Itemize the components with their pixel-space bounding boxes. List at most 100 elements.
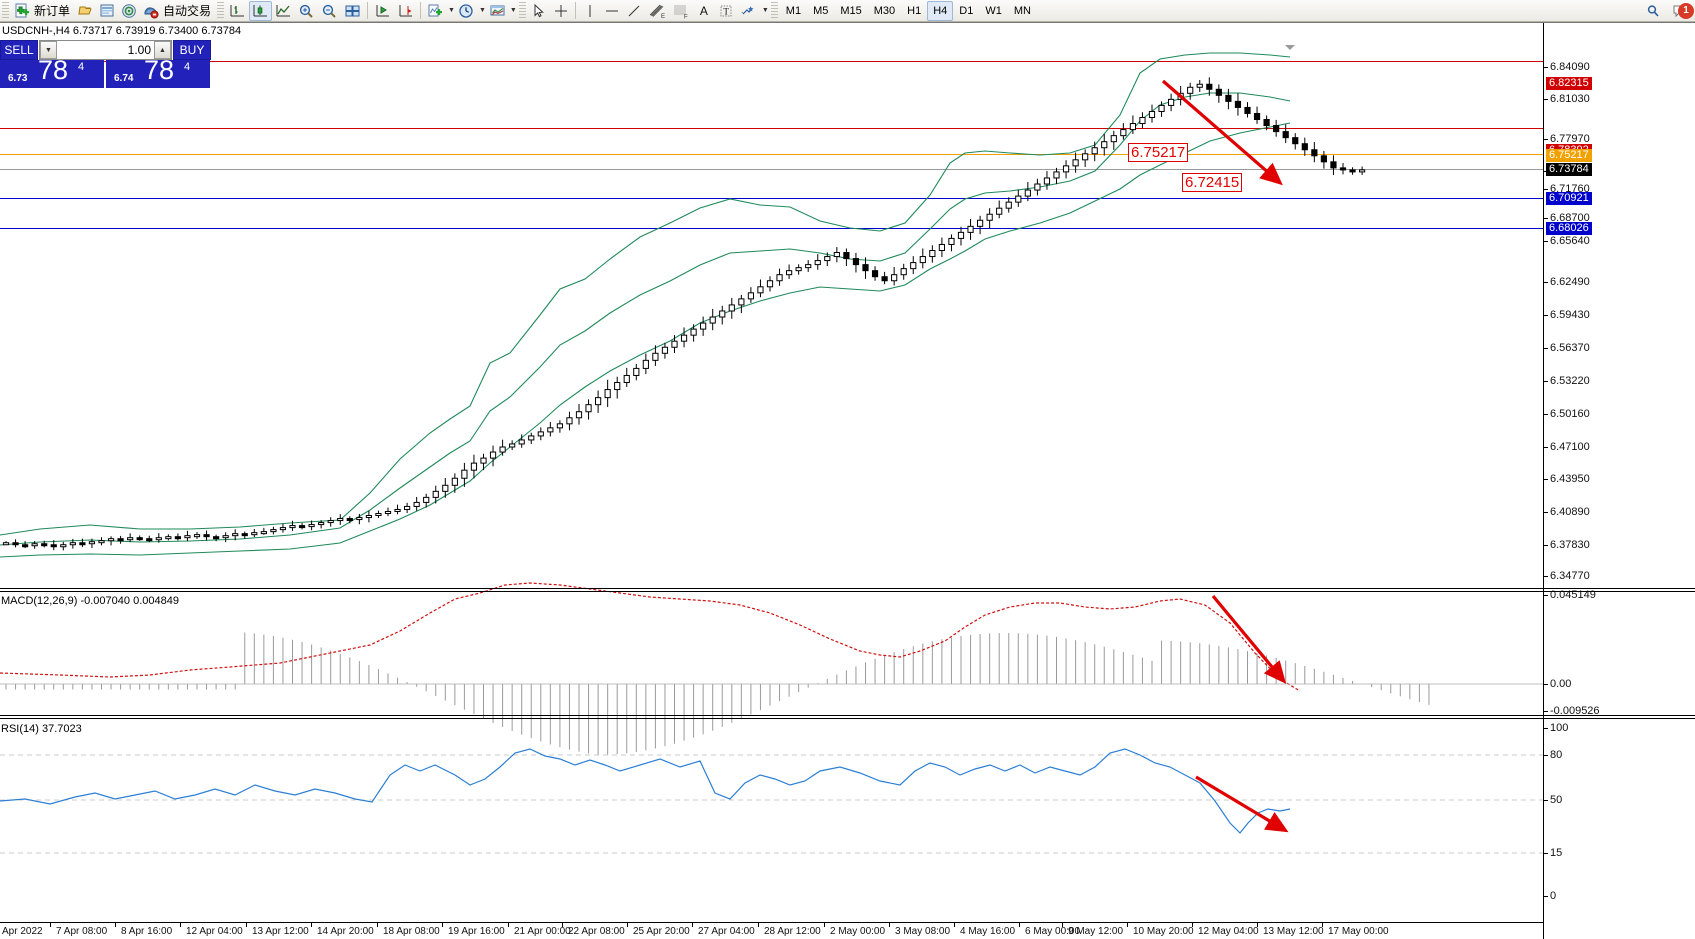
candle-body (193, 534, 201, 538)
price-level-tag[interactable]: 6.70921 (1546, 192, 1592, 205)
line-chart-icon[interactable] (272, 1, 295, 21)
cursor-icon[interactable] (528, 1, 550, 21)
candle-body (432, 490, 439, 498)
support-line-1[interactable] (0, 198, 1543, 199)
volume-field[interactable]: ▼ 1.00 ▲ (39, 40, 172, 60)
grid-view-icon[interactable] (341, 1, 364, 21)
bid-price-box[interactable]: 6.73 78 4 (0, 60, 104, 88)
ask-price-box[interactable]: 6.74 78 4 (106, 60, 210, 88)
pivot-line[interactable] (0, 154, 1543, 155)
zoom-out-icon[interactable] (318, 1, 341, 21)
crosshair-icon[interactable] (550, 1, 572, 21)
candle-body (537, 431, 544, 437)
toolbar-grip-3[interactable] (518, 1, 526, 20)
candle-body (394, 508, 401, 512)
auto-trading-icon[interactable] (140, 1, 162, 21)
sell-button[interactable]: SELL (0, 40, 38, 60)
candle-body (938, 243, 945, 252)
price-level-tag[interactable]: 6.73784 (1546, 163, 1592, 176)
toolbar-grip-2[interactable] (217, 1, 225, 20)
price-scale[interactable]: 6.840906.810306.779706.749106.717606.687… (1543, 23, 1695, 939)
timeframe-w1[interactable]: W1 (985, 4, 1002, 17)
annotation-6-75217[interactable]: 6.75217 (1128, 143, 1189, 162)
one-click-trading-panel[interactable]: SELL ▼ 1.00 ▲ BUY 6.73 78 4 6.74 78 4 (0, 40, 211, 88)
text-icon[interactable]: A (699, 3, 708, 18)
timeframe-m5[interactable]: M5 (813, 4, 829, 17)
buy-button[interactable]: BUY (173, 40, 211, 60)
volume-value[interactable]: 1.00 (57, 41, 154, 59)
hline-icon[interactable] (601, 1, 623, 21)
macd-tick: 0.045149 (1544, 589, 1596, 601)
candle-body (1196, 83, 1203, 88)
chart-shift-icon[interactable] (394, 1, 417, 21)
price-level-tag[interactable]: 6.68026 (1546, 222, 1592, 235)
rsi-tick: 50 (1544, 794, 1562, 806)
time-tick (627, 923, 628, 927)
candle-body (1273, 125, 1280, 133)
timeframe-m1[interactable]: M1 (785, 4, 802, 17)
candle-body (1034, 183, 1041, 191)
chart-scroll-marker[interactable] (1285, 45, 1295, 50)
new-order-icon[interactable] (11, 1, 33, 21)
zoom-in-icon[interactable] (295, 1, 318, 21)
timeframe-mn[interactable]: MN (1013, 4, 1031, 17)
annotation-6-72415[interactable]: 6.72415 (1182, 173, 1243, 192)
volume-increase-button[interactable]: ▲ (154, 41, 171, 59)
candle-body (509, 443, 516, 448)
candle-body (136, 537, 143, 541)
chart-area[interactable]: MACD(12,26,9) -0.007040 0.004849 RSI(14)… (0, 22, 1695, 939)
alerts-icon[interactable]: 1 (1665, 1, 1695, 21)
time-tick (1019, 923, 1020, 927)
timeframe-m30[interactable]: M30 (873, 4, 896, 17)
fibonacci-icon[interactable]: F (669, 1, 693, 21)
price-plot[interactable] (0, 23, 1543, 922)
candle-body (1015, 195, 1022, 203)
templates-icon[interactable] (486, 1, 509, 21)
timeframe-d1[interactable]: D1 (959, 4, 974, 17)
support-line-2[interactable] (0, 228, 1543, 229)
bid-price-point: 4 (78, 61, 85, 73)
axis-macd-separator (1544, 588, 1695, 589)
indicators-icon[interactable] (424, 1, 447, 21)
resistance-line-1[interactable] (0, 61, 1543, 62)
templates-dropdown-caret[interactable]: ▼ (509, 7, 517, 14)
price-tick: 6.77970 (1544, 133, 1590, 145)
last-price-line[interactable] (0, 169, 1543, 170)
objects-icon[interactable] (737, 1, 761, 21)
label-icon[interactable]: T (715, 1, 737, 21)
trendline-icon[interactable] (623, 1, 645, 21)
price-level-tag[interactable]: 6.75217 (1546, 149, 1592, 162)
timeframe-m15[interactable]: M15 (840, 4, 862, 17)
equidistant-channel-icon[interactable]: E (645, 1, 669, 21)
new-order-label[interactable]: 新订单 (34, 4, 71, 18)
signals-icon[interactable] (118, 1, 140, 21)
time-scale[interactable]: Apr 2022 7 Apr 08:00 8 Apr 16:00 12 Apr 04:… (0, 922, 1543, 939)
candle-body (1158, 104, 1165, 112)
folder-icon[interactable] (74, 1, 96, 21)
search-icon[interactable] (1642, 1, 1665, 21)
resistance-line-2[interactable] (0, 128, 1543, 129)
objects-dropdown-caret[interactable]: ▼ (761, 7, 769, 14)
bid-price-small: 6.73 (8, 73, 28, 84)
data-window-icon[interactable] (96, 1, 118, 21)
candlestick-icon[interactable] (249, 0, 273, 21)
auto-scroll-icon[interactable] (371, 1, 394, 21)
candle-body (633, 367, 640, 376)
candle-body (547, 427, 554, 433)
candle-body (614, 382, 621, 391)
timeframe-h4[interactable]: H4 (927, 0, 954, 21)
toolbar-grip-4[interactable] (770, 1, 778, 20)
candle-body (728, 304, 735, 312)
price-level-tag[interactable]: 6.82315 (1546, 77, 1592, 90)
time-label: 22 Apr 08:00 (568, 926, 625, 937)
toolbar-grip[interactable] (2, 1, 9, 20)
indicators-dropdown-caret[interactable]: ▼ (448, 7, 455, 14)
period-dropdown-caret[interactable]: ▼ (478, 7, 486, 14)
period-icon[interactable] (455, 1, 478, 21)
timeframe-h1[interactable]: H1 (907, 4, 922, 17)
vline-icon[interactable] (579, 1, 601, 21)
bar-chart-icon[interactable] (226, 1, 249, 21)
volume-decrease-button[interactable]: ▼ (40, 41, 57, 59)
auto-trading-label[interactable]: 自动交易 (163, 4, 212, 18)
